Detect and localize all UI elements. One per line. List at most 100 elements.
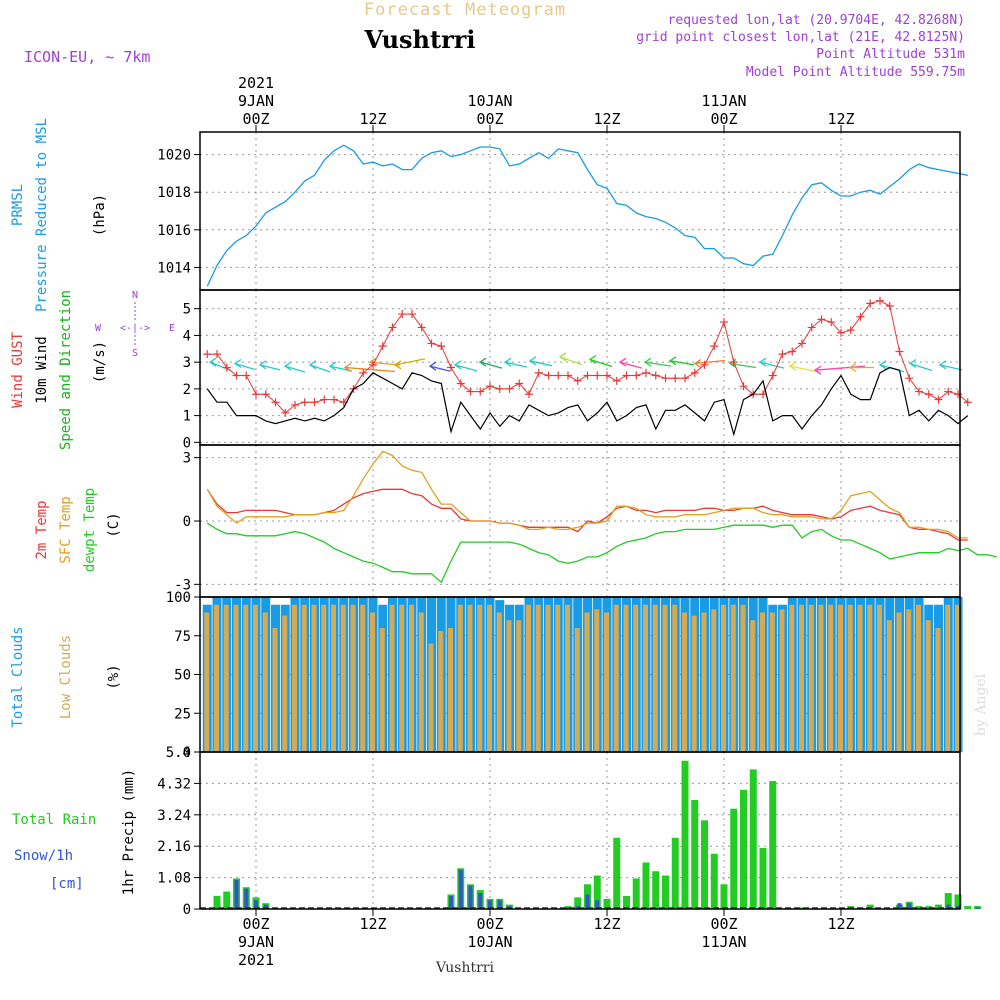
bottom-time-label: 2021	[238, 951, 274, 969]
low-cloud-bar	[789, 604, 795, 752]
gust-marker	[300, 398, 309, 407]
low-cloud-bar	[906, 609, 912, 752]
wind-compass: N W <-|-> E S	[95, 290, 175, 359]
temp-label-unit: (C)	[106, 512, 122, 537]
rain-bar	[749, 769, 757, 909]
low-cloud-bar	[808, 604, 814, 752]
bottom-time-label: 11JAN	[701, 933, 746, 951]
wind-direction-arrow	[344, 366, 396, 373]
low-cloud-bar	[389, 604, 395, 752]
wind-direction-arrow	[759, 361, 785, 369]
low-cloud-bar	[838, 604, 843, 752]
chart-marks: 1014101610181020012345-303025507510001.0…	[157, 74, 998, 969]
wind-direction-arrow	[234, 362, 256, 371]
y-tick-label: 4	[183, 328, 191, 344]
wind-direction-arrow	[479, 361, 503, 369]
wind-direction-arrow	[394, 358, 426, 366]
wind-direction-arrowhead	[478, 357, 487, 367]
gust-marker	[330, 395, 338, 404]
low-cloud-bar	[526, 604, 531, 752]
y-tick-label: 3.24	[157, 808, 191, 824]
rain-bar	[632, 878, 640, 909]
gust-marker	[261, 390, 270, 399]
low-cloud-bar	[574, 628, 580, 752]
wind-direction-arrow	[559, 356, 583, 366]
low-cloud-bar	[428, 643, 434, 752]
y-tick-label: 3	[183, 355, 191, 371]
wind-direction-arrowhead	[938, 360, 947, 370]
gust-marker	[651, 371, 660, 380]
bottom-time-label: 00Z	[476, 915, 503, 933]
gust-marker	[505, 384, 514, 393]
gust-marker	[271, 398, 280, 407]
precip-label-unit: 1hr Precip (mm)	[121, 769, 137, 895]
wind-direction-arrowhead	[813, 365, 822, 375]
wind-direction-arrowhead	[758, 357, 767, 367]
wind-direction-arrowhead	[618, 357, 627, 367]
gust-marker	[291, 400, 299, 409]
wind-direction-arrowhead	[343, 362, 352, 373]
rain-bar	[925, 906, 933, 909]
low-cloud-bar	[360, 604, 366, 752]
gust-marker	[866, 299, 875, 308]
gust-marker	[885, 302, 894, 311]
gust-marker	[895, 347, 904, 356]
low-cloud-bar	[652, 604, 658, 752]
wind-direction-arrow	[589, 358, 613, 368]
bottom-time-label: 00Z	[242, 915, 269, 933]
gust-marker	[739, 382, 748, 391]
wind-direction-arrow	[259, 364, 281, 371]
gust-marker	[720, 318, 728, 327]
snow-bar	[449, 895, 453, 909]
gust-marker	[768, 371, 777, 380]
gust-marker	[729, 358, 738, 367]
rain-bar	[652, 871, 660, 909]
gust-marker	[622, 371, 631, 380]
snow-bar	[975, 907, 980, 909]
y-tick-label: 3	[183, 451, 191, 467]
model-altitude: Model Point Altitude 559.75m	[746, 65, 965, 80]
low-cloud-bar	[691, 615, 697, 752]
gust-marker	[934, 395, 943, 404]
wind-direction-arrowhead	[258, 360, 267, 370]
gust-marker	[534, 368, 543, 377]
gust-marker	[515, 379, 524, 388]
rain-bar	[691, 799, 699, 909]
gust-marker	[817, 315, 826, 324]
rain-bar	[603, 898, 611, 909]
bottom-time-label: 9JAN	[238, 933, 274, 951]
low-cloud-bar	[730, 604, 736, 752]
cloud-label-unit: (%)	[106, 664, 122, 689]
gust-marker	[427, 339, 436, 348]
series-sfc-line	[206, 450, 968, 539]
gust-marker	[778, 350, 787, 359]
top-time-label: 10JAN	[467, 92, 512, 110]
pressure-labels: PRMSL Pressure Reduced to MSL (hPa)	[10, 118, 108, 312]
rain-bar	[935, 904, 942, 909]
gust-marker	[320, 395, 329, 404]
snow-bar	[897, 903, 902, 909]
low-cloud-bar	[721, 604, 726, 752]
rain-bar	[623, 895, 630, 909]
gust-marker	[369, 360, 377, 369]
rain-bar	[915, 906, 923, 909]
precip-labels: Total Rain Snow/1h [cm] 1hr Precip (mm)	[12, 769, 137, 895]
top-time-label: 11JAN	[701, 92, 746, 110]
gust-marker	[222, 363, 231, 372]
low-cloud-bar	[535, 604, 541, 752]
gust-marker	[310, 398, 319, 407]
wind-direction-arrow	[284, 365, 306, 373]
low-cloud-bar	[594, 609, 600, 752]
wind-direction-arrowhead	[453, 360, 462, 370]
low-cloud-bar	[301, 604, 307, 752]
y-tick-label: 0	[183, 902, 191, 918]
top-time-label: 9JAN	[238, 92, 274, 110]
low-cloud-bar	[867, 604, 873, 752]
gust-marker	[846, 326, 855, 335]
low-cloud-bar	[272, 628, 278, 752]
rain-bar	[701, 820, 708, 909]
gust-marker	[359, 368, 368, 377]
wind-direction-arrow	[454, 364, 478, 372]
y-tick-label: 1.08	[157, 871, 191, 887]
wind-direction-arrowhead	[558, 352, 567, 362]
